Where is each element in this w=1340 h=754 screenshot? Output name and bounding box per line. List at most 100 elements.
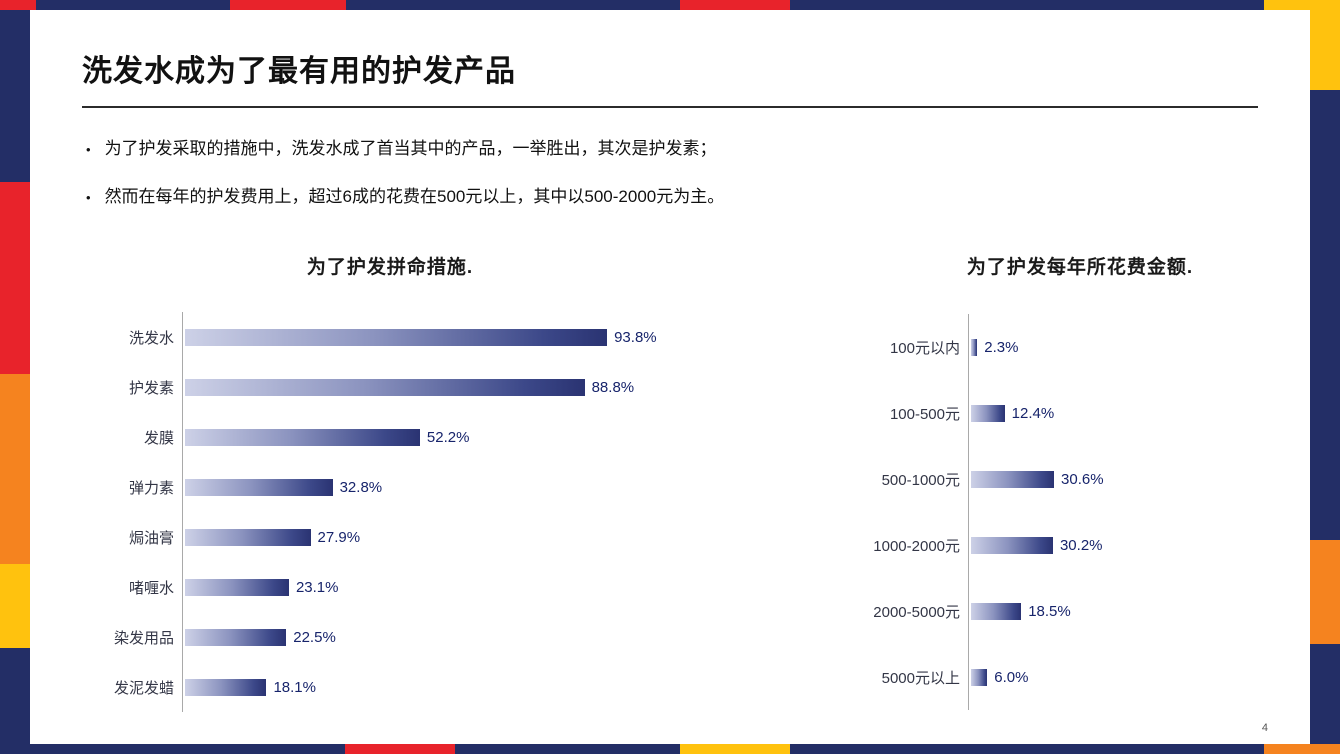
value-label: 88.8% bbox=[591, 378, 635, 396]
bar-track: 18.1% bbox=[182, 662, 690, 712]
bar-row: 1000-2000元 30.2% bbox=[840, 512, 1320, 578]
frame-accent-block bbox=[1264, 744, 1340, 754]
frame-right-strip bbox=[1310, 0, 1340, 754]
bar-row: 500-1000元 30.6% bbox=[840, 446, 1320, 512]
bar bbox=[185, 328, 608, 346]
frame-accent-block bbox=[1310, 0, 1340, 90]
bar-track: 32.8% bbox=[182, 462, 690, 512]
category-label: 500-1000元 bbox=[881, 471, 960, 489]
chart-annual-spending: 为了护发每年所花费金额. 100元以内 2.3% 100-500元 12.4% 500-… bbox=[840, 255, 1320, 710]
bullet-list: • 为了护发采取的措施中，洗发水成了首当其中的产品，一举胜出，其次是护发素； •… bbox=[86, 134, 1250, 230]
bar-row: 洗发水 93.8% bbox=[90, 312, 690, 362]
bar bbox=[971, 668, 988, 686]
category-label: 啫喱水 bbox=[128, 579, 174, 597]
value-label: 52.2% bbox=[426, 428, 470, 446]
chart-title: 为了护发拼命措施. bbox=[306, 257, 474, 278]
category-label: 100-500元 bbox=[889, 405, 960, 423]
bar-row: 发膜 52.2% bbox=[90, 412, 690, 462]
frame-accent-block bbox=[345, 744, 455, 754]
bar bbox=[971, 404, 1005, 422]
frame-accent-block bbox=[1310, 540, 1340, 644]
bar-row: 染发用品 22.5% bbox=[90, 612, 690, 662]
bar-row: 弹力素 32.8% bbox=[90, 462, 690, 512]
bar bbox=[185, 528, 311, 546]
category-label: 2000-5000元 bbox=[873, 603, 960, 621]
page-number: 4 bbox=[1261, 722, 1268, 734]
value-label: 27.9% bbox=[317, 528, 361, 546]
bar bbox=[971, 338, 978, 356]
bar bbox=[185, 628, 287, 646]
bar-track: 6.0% bbox=[968, 644, 1320, 710]
bar-track: 12.4% bbox=[968, 380, 1320, 446]
frame-accent-block bbox=[0, 564, 30, 648]
bar bbox=[971, 602, 1022, 620]
category-label: 发膜 bbox=[143, 429, 174, 447]
category-label: 1000-2000元 bbox=[873, 537, 960, 555]
bullet-text: 为了护发采取的措施中，洗发水成了首当其中的产品，一举胜出，其次是护发素； bbox=[104, 139, 717, 158]
bar-track: 30.6% bbox=[968, 446, 1320, 512]
bullet-item: • 为了护发采取的措施中，洗发水成了首当其中的产品，一举胜出，其次是护发素； bbox=[86, 134, 1250, 159]
value-label: 22.5% bbox=[293, 628, 336, 646]
bar-track: 93.8% bbox=[182, 312, 690, 362]
bar-track: 18.5% bbox=[968, 578, 1320, 644]
bar bbox=[971, 536, 1053, 554]
value-label: 30.2% bbox=[1059, 536, 1103, 554]
frame-bottom-strip bbox=[0, 744, 1340, 754]
chart-bars: 100元以内 2.3% 100-500元 12.4% 500-1000元 30.6% 100… bbox=[840, 314, 1320, 710]
bar-row: 啫喱水 23.1% bbox=[90, 562, 690, 612]
bar-row: 焗油膏 27.9% bbox=[90, 512, 690, 562]
bar bbox=[185, 578, 289, 596]
value-label: 23.1% bbox=[295, 578, 339, 596]
bar-track: 88.8% bbox=[182, 362, 690, 412]
value-label: 2.3% bbox=[984, 338, 1019, 356]
category-label: 染发用品 bbox=[113, 629, 174, 647]
bar bbox=[185, 678, 267, 696]
value-label: 18.5% bbox=[1028, 602, 1071, 620]
bar bbox=[185, 378, 585, 396]
value-label: 93.8% bbox=[614, 328, 657, 346]
bar-row: 发泥发蜡 18.1% bbox=[90, 662, 690, 712]
frame-accent-block bbox=[680, 0, 790, 10]
bar-track: 30.2% bbox=[968, 512, 1320, 578]
category-label: 护发素 bbox=[128, 379, 174, 397]
bar bbox=[971, 470, 1055, 488]
frame-top-strip bbox=[0, 0, 1340, 10]
category-label: 100元以内 bbox=[889, 339, 960, 357]
bar-row: 100元以内 2.3% bbox=[840, 314, 1320, 380]
value-label: 18.1% bbox=[273, 678, 316, 696]
frame-accent-block bbox=[0, 374, 30, 564]
bullet-item: • 然而在每年的护发费用上，超过6成的花费在500元以上，其中以500-2000… bbox=[86, 182, 1250, 207]
category-label: 洗发水 bbox=[128, 329, 174, 347]
bar-row: 护发素 88.8% bbox=[90, 362, 690, 412]
value-label: 6.0% bbox=[994, 668, 1029, 686]
value-label: 12.4% bbox=[1011, 404, 1055, 422]
chart-bars: 洗发水 93.8% 护发素 88.8% 发膜 52.2% 弹力素 32.8% 焗油膏 27.9% 啫… bbox=[90, 312, 690, 712]
value-label: 32.8% bbox=[339, 478, 383, 496]
bullet-icon: • bbox=[86, 142, 91, 157]
slide-canvas: 洗发水成为了最有用的护发产品 • 为了护发采取的措施中，洗发水成了首当其中的产品… bbox=[30, 10, 1310, 744]
chart-title: 为了护发每年所花费金额. bbox=[966, 257, 1194, 278]
category-label: 发泥发蜡 bbox=[113, 679, 174, 697]
value-label: 30.6% bbox=[1061, 470, 1104, 488]
bar-row: 100-500元 12.4% bbox=[840, 380, 1320, 446]
bullet-text: 然而在每年的护发费用上，超过6成的花费在500元以上，其中以500-2000元为… bbox=[104, 187, 725, 206]
frame-accent-block bbox=[680, 744, 790, 754]
chart-haircare-measures: 为了护发拼命措施. 洗发水 93.8% 护发素 88.8% 发膜 52.2% 弹力素 32.8… bbox=[90, 255, 690, 712]
frame-accent-block bbox=[230, 0, 346, 10]
bar-track: 27.9% bbox=[182, 512, 690, 562]
category-label: 5000元以上 bbox=[881, 669, 960, 687]
bar bbox=[185, 478, 333, 496]
bar-track: 52.2% bbox=[182, 412, 690, 462]
slide-title: 洗发水成为了最有用的护发产品 bbox=[82, 46, 1258, 108]
frame-accent-block bbox=[0, 182, 30, 374]
bar-row: 2000-5000元 18.5% bbox=[840, 578, 1320, 644]
bullet-icon: • bbox=[86, 190, 91, 205]
frame-accent-block bbox=[0, 0, 36, 10]
bar bbox=[185, 428, 420, 446]
category-label: 弹力素 bbox=[128, 479, 174, 497]
category-label: 焗油膏 bbox=[128, 529, 174, 547]
bar-track: 23.1% bbox=[182, 562, 690, 612]
bar-track: 22.5% bbox=[182, 612, 690, 662]
bar-row: 5000元以上 6.0% bbox=[840, 644, 1320, 710]
